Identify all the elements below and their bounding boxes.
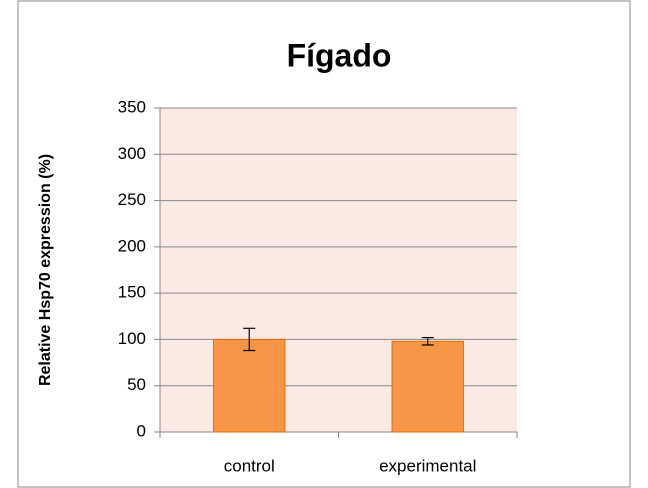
y-tick-label: 50 — [127, 375, 146, 394]
y-tick-label: 200 — [118, 236, 146, 255]
y-tick-label: 250 — [118, 190, 146, 209]
y-tick-label: 0 — [137, 421, 146, 440]
chart-title: Fígado — [287, 37, 392, 73]
x-tick-label: experimental — [379, 456, 476, 475]
y-tick-label: 350 — [118, 97, 146, 116]
bar — [213, 338, 286, 433]
y-tick-label: 100 — [118, 329, 146, 348]
x-tick-label: control — [224, 456, 275, 475]
y-axis-label: Relative Hsp70 expression (%) — [37, 154, 54, 386]
y-tick-label: 300 — [118, 144, 146, 163]
error-bar — [421, 336, 434, 346]
bar — [391, 340, 464, 433]
error-bar — [243, 327, 256, 352]
y-tick-label: 150 — [118, 283, 146, 302]
